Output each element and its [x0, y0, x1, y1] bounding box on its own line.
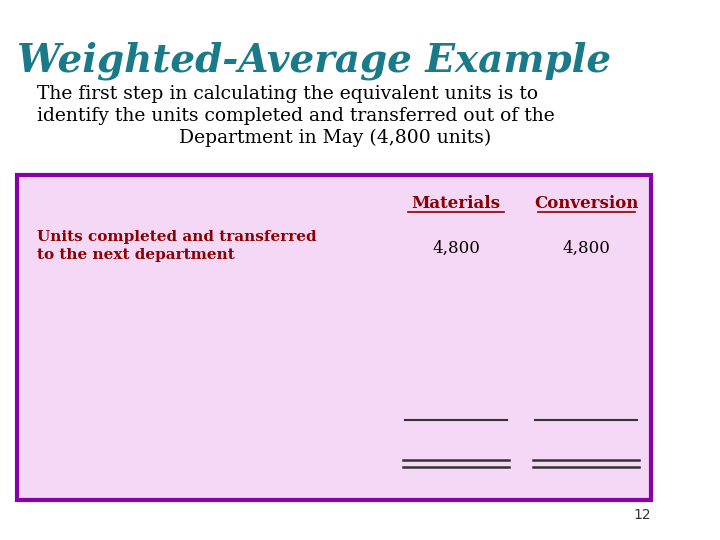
- FancyBboxPatch shape: [17, 175, 652, 500]
- Text: The first step in calculating the equivalent units is to: The first step in calculating the equiva…: [37, 85, 539, 103]
- Text: 4,800: 4,800: [562, 240, 610, 257]
- Text: Conversion: Conversion: [534, 195, 639, 212]
- Text: Units completed and transferred: Units completed and transferred: [37, 230, 317, 244]
- Text: to the next department: to the next department: [37, 248, 235, 262]
- Text: 4,800: 4,800: [432, 240, 480, 257]
- Text: 12: 12: [634, 508, 652, 522]
- Text: Weighted-Average Example: Weighted-Average Example: [17, 42, 611, 80]
- Text: identify the units completed and transferred out of the: identify the units completed and transfe…: [37, 107, 555, 125]
- Text: Materials: Materials: [411, 195, 500, 212]
- Text: Department in May (4,800 units): Department in May (4,800 units): [179, 129, 491, 147]
